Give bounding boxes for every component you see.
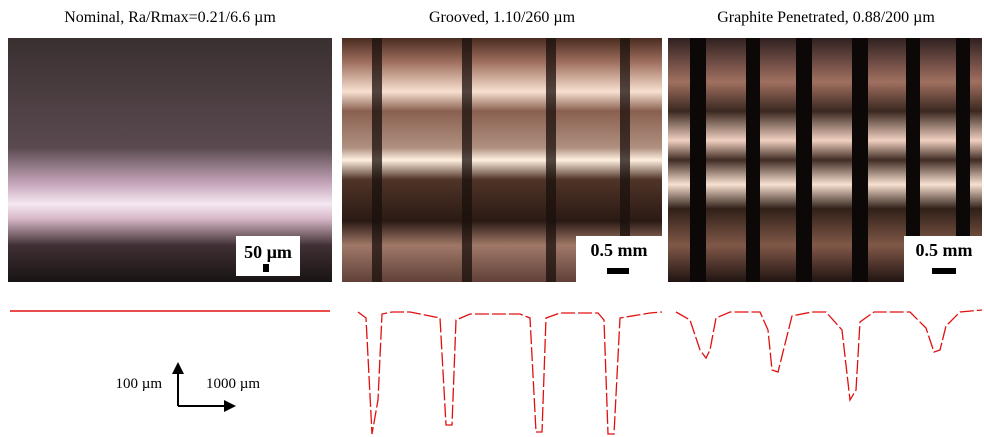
scale-bar [932, 268, 956, 274]
profile [676, 310, 982, 400]
panel-title: Nominal, Ra/Rmax=0.21/6.6 µm [64, 9, 276, 26]
axis-label: 1000 µm [206, 376, 260, 392]
figure: Nominal, Ra/Rmax=0.21/6.6 µm Grooved, 1.… [0, 0, 984, 437]
axis-label: 100 µm [115, 376, 162, 392]
scale-bar [263, 264, 269, 272]
scale-label: 0.5 mm [591, 240, 648, 260]
scale-label: 50 µm [244, 242, 292, 262]
profile [358, 312, 662, 434]
panel-title: Graphite Penetrated, 0.88/200 µm [717, 9, 935, 26]
scale-bar [607, 268, 629, 274]
panel-title: Grooved, 1.10/260 µm [429, 9, 576, 26]
scale-label: 0.5 mm [916, 240, 973, 260]
